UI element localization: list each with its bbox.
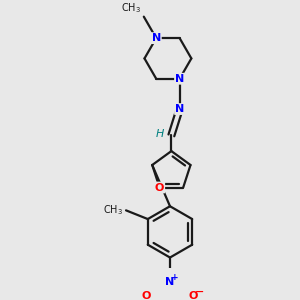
Text: CH$_3$: CH$_3$: [121, 2, 141, 15]
Text: O: O: [142, 291, 151, 300]
Text: H: H: [155, 129, 164, 139]
Text: N: N: [152, 33, 161, 43]
Text: N: N: [165, 277, 175, 287]
Text: −: −: [195, 287, 204, 297]
Text: CH$_3$: CH$_3$: [103, 203, 123, 217]
Text: +: +: [171, 273, 178, 282]
Text: N: N: [175, 104, 184, 114]
Text: O: O: [189, 291, 198, 300]
Text: N: N: [175, 74, 184, 84]
Text: O: O: [155, 182, 164, 193]
